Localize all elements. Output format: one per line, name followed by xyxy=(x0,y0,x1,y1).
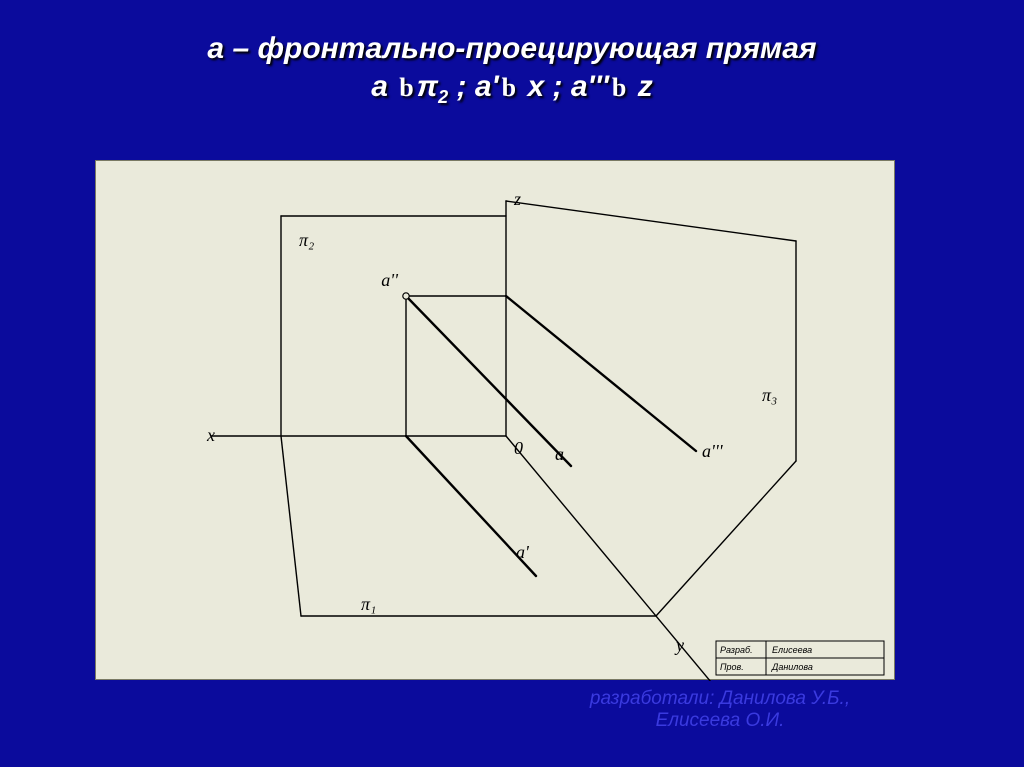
t-sep1: ; xyxy=(448,70,475,103)
t-x: x xyxy=(519,70,544,103)
title-line2: а bπ2 ; а'b x ; а'''b z xyxy=(0,70,1024,108)
title-line1: а – фронтально-проецирующая прямая xyxy=(0,32,1024,66)
svg-text:π₃: π₃ xyxy=(762,385,777,405)
slide-title: а – фронтально-проецирующая прямая а bπ2… xyxy=(0,32,1024,108)
svg-text:a': a' xyxy=(516,542,530,562)
footer-line1: разработали: Данилова У.Б., xyxy=(500,688,940,710)
slide: а – фронтально-проецирующая прямая а bπ2… xyxy=(0,0,1024,767)
svg-text:π₁: π₁ xyxy=(361,594,376,614)
projection-diagram: z y 0 π₂ π₃ π₁ a'' a a' a''' x Разраб. Елисеева Пров.… xyxy=(96,161,896,681)
t-a2: а' xyxy=(475,70,499,103)
svg-text:π₂: π₂ xyxy=(299,230,314,250)
perp-icon: b xyxy=(609,73,629,102)
t-sep2: ; xyxy=(544,70,571,103)
svg-text:Разраб.: Разраб. xyxy=(720,645,753,655)
svg-text:0: 0 xyxy=(514,438,523,458)
svg-text:Данилова: Данилова xyxy=(771,662,813,672)
svg-text:a: a xyxy=(555,444,564,464)
t-a3: а''' xyxy=(571,70,609,103)
t-pi: π xyxy=(417,70,438,103)
footer-line2: Елисеева О.И. xyxy=(500,710,940,732)
t-a1: а xyxy=(371,70,396,103)
perp-icon: b xyxy=(396,73,416,102)
svg-text:a''': a''' xyxy=(702,441,724,461)
footer-credits: разработали: Данилова У.Б., Елисеева О.И… xyxy=(500,688,940,732)
svg-text:Пров.: Пров. xyxy=(720,662,744,672)
t-sub2: 2 xyxy=(438,87,448,107)
diagram-canvas: z y 0 π₂ π₃ π₁ a'' a a' a''' x Разраб. Елисеева Пров.… xyxy=(95,160,895,680)
svg-text:a'': a'' xyxy=(381,270,399,290)
perp-icon: b xyxy=(499,73,519,102)
svg-text:y: y xyxy=(674,635,684,655)
t-z: z xyxy=(629,70,652,103)
svg-text:Елисеева: Елисеева xyxy=(772,645,812,655)
svg-text:x: x xyxy=(206,425,215,445)
svg-text:z: z xyxy=(513,189,521,209)
